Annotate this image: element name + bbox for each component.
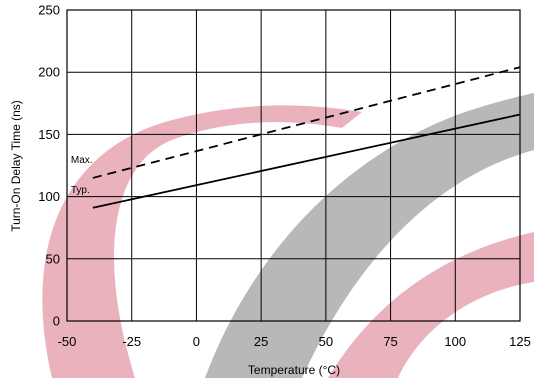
series-label-0: Max. <box>71 155 93 166</box>
watermark-gray-band <box>205 93 534 378</box>
x-tick-label-1: -25 <box>122 334 141 349</box>
series-label-1: Typ. <box>71 185 90 196</box>
series-layer: Max. Typ. <box>71 66 521 209</box>
watermark-pink-lower <box>328 232 534 378</box>
x-tick-label-3: 25 <box>254 334 268 349</box>
y-tick-label-0: 0 <box>53 314 60 329</box>
y-tick-label-5: 250 <box>38 3 60 18</box>
series-line-0 <box>92 66 521 179</box>
plot-frame <box>66 9 521 322</box>
x-tick-label-4: 50 <box>319 334 333 349</box>
watermark-logo <box>42 93 534 378</box>
y-tick-label-2: 100 <box>38 189 60 204</box>
watermark-pink-arc <box>42 105 362 378</box>
grid <box>67 10 520 321</box>
x-tick-label-0: -50 <box>58 334 77 349</box>
x-tick-label-5: 75 <box>383 334 397 349</box>
x-tick-label-6: 100 <box>444 334 466 349</box>
x-tick-label-2: 0 <box>193 334 200 349</box>
x-axis-title: Temperature (°C) <box>248 363 340 377</box>
y-tick-labels: 0 50 100 150 200 250 <box>38 3 60 329</box>
x-tick-label-7: 125 <box>509 334 531 349</box>
y-tick-label-3: 150 <box>38 127 60 142</box>
series-line-1 <box>92 113 521 209</box>
x-tick-labels: -50 -25 0 25 50 75 100 125 <box>58 334 531 349</box>
y-axis-title: Turn-On Delay Time (ns) <box>9 100 23 232</box>
y-tick-label-1: 50 <box>46 251 60 266</box>
y-tick-label-4: 200 <box>38 65 60 80</box>
